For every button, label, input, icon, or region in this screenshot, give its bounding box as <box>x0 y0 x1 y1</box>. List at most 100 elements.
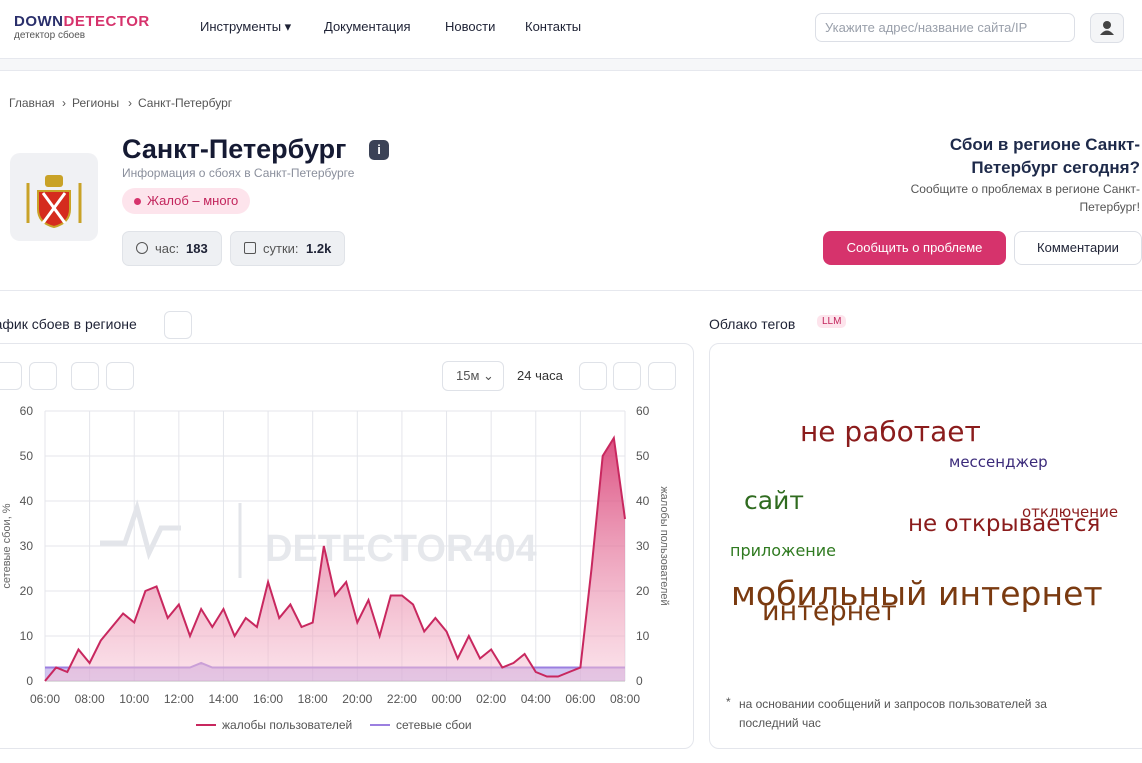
note: на основании сообщений и запросов пользо… <box>739 697 1047 730</box>
region-title: Санкт-Петербург <box>122 134 347 164</box>
clock-icon <box>136 242 148 254</box>
stat-value: 183 <box>186 241 208 256</box>
nav-text: Инструменты <box>200 19 282 34</box>
coat-icon <box>26 175 82 229</box>
next-button[interactable] <box>648 362 676 390</box>
cta-text: Сообщите о проблемах в регионе Санкт-Пет… <box>910 182 1140 214</box>
stat-label: сутки: <box>263 241 299 256</box>
prev-button[interactable] <box>579 362 607 390</box>
x-tick-label: 20:00 <box>342 692 372 706</box>
area <box>45 438 625 681</box>
user-button[interactable] <box>1090 13 1124 43</box>
legend-label: сетевые сбои <box>396 718 472 732</box>
x-tick-label: 18:00 <box>298 692 328 706</box>
tag[interactable]: мессенджер <box>949 453 1048 471</box>
line <box>44 435 626 682</box>
nav-item[interactable]: Новости <box>445 19 496 34</box>
y2-tick-label: 30 <box>636 539 650 553</box>
header-band <box>0 59 1142 71</box>
tool-chart[interactable] <box>71 362 99 390</box>
y2-tick-label: 20 <box>636 584 650 598</box>
info-button[interactable]: i <box>369 140 389 160</box>
badge: Жалоб – много <box>122 188 251 214</box>
report-button[interactable]: Сообщить о проблеме <box>823 231 1006 265</box>
tag[interactable]: мобильный интернет <box>731 574 1103 613</box>
search-box[interactable]: Укажите адрес/название сайта/IP <box>815 13 1075 42</box>
y-tick-label: 40 <box>20 494 34 508</box>
breadcrumb: Санкт-Петербург <box>138 96 233 110</box>
llm-badge: LLM <box>817 315 847 328</box>
y-tick-label: 50 <box>20 449 34 463</box>
nav-item[interactable]: Инструменты ▾ <box>200 19 292 34</box>
y-tick-label: 20 <box>20 584 34 598</box>
user-icon <box>1100 21 1114 35</box>
comments-button[interactable]: Комментарии <box>1014 231 1142 265</box>
x-tick-label: 04:00 <box>521 692 551 706</box>
watermark: DETECTOR404 <box>265 528 537 570</box>
breadcrumb[interactable]: Главная <box>9 96 55 110</box>
stat-hour: час: 183 <box>122 231 222 266</box>
tag[interactable]: приложение <box>730 541 836 560</box>
tag[interactable]: не работает <box>800 415 981 448</box>
tool-db[interactable] <box>29 362 57 390</box>
breadcrumb[interactable]: Регионы <box>72 96 120 110</box>
nav-item[interactable]: Документация <box>324 19 411 34</box>
y-axis-label: сетевые сбои, % <box>1 503 13 588</box>
stat-label: час: <box>155 241 180 256</box>
logo[interactable]: DOWNDETECTOR <box>14 13 150 30</box>
breadcrumb-sep: › <box>128 96 132 110</box>
tag[interactable]: сайт <box>744 486 804 515</box>
x-tick-label: 00:00 <box>432 692 462 706</box>
tool-user[interactable] <box>106 362 134 390</box>
range-text[interactable]: 24 часа <box>517 368 563 383</box>
stat-day: сутки: 1.2k <box>230 231 345 266</box>
watermark-icon <box>100 499 181 561</box>
tool-camera[interactable] <box>0 362 22 390</box>
y2-tick-label: 60 <box>636 404 650 418</box>
divider <box>0 290 1142 291</box>
cta-title: Сбои в регионе Санкт-Петербург сегодня? <box>949 135 1140 177</box>
tag[interactable]: интернет <box>762 596 897 627</box>
x-tick-label: 12:00 <box>164 692 194 706</box>
x-tick-label: 06:00 <box>565 692 595 706</box>
stat-value: 1.2k <box>306 241 332 256</box>
y-tick-label: 30 <box>20 539 34 553</box>
interval-select[interactable]: 15м ⌄ <box>442 361 504 391</box>
badge-dot <box>134 198 141 205</box>
interval-text: 15м <box>456 368 480 383</box>
y2-tick-label: 40 <box>636 494 650 508</box>
x-tick-label: 14:00 <box>208 692 238 706</box>
tag-cloud-title: Облако тегов <box>709 316 796 332</box>
x-tick-label: 06:00 <box>30 692 60 706</box>
header <box>0 0 1142 59</box>
calendar-icon <box>244 242 256 254</box>
chart-panel-title: График сбоев в регионе <box>0 316 137 332</box>
region-subtitle: Информация о сбоях в Санкт-Петербурге <box>122 166 355 180</box>
y-tick-label: 0 <box>26 674 33 688</box>
y2-tick-label: 10 <box>636 629 650 643</box>
y2-axis-label: жалобы пользователей <box>658 486 670 605</box>
search-placeholder: Укажите адрес/название сайта/IP <box>825 20 1028 35</box>
y-tick-label: 60 <box>20 404 34 418</box>
calendar-button[interactable] <box>613 362 641 390</box>
logo-a: DOWN <box>14 13 64 30</box>
nav-item[interactable]: Контакты <box>525 19 582 34</box>
chart: DETECTOR404 0 10 20 30 40 50 60 0 10 20 30 40 50 60 се… <box>1 404 670 732</box>
x-tick-label: 08:00 <box>75 692 105 706</box>
x-tick-label: 22:00 <box>387 692 417 706</box>
x-tick-label: 02:00 <box>476 692 506 706</box>
note-star: * <box>726 695 731 709</box>
coat-of-arms <box>10 153 98 241</box>
x-tick-label: 16:00 <box>253 692 283 706</box>
tag[interactable]: не открывается <box>908 511 1101 537</box>
tag-cloud-card <box>709 343 1142 749</box>
logo-sub: детектор сбоев <box>14 30 86 41</box>
chart-info-button[interactable] <box>164 311 192 339</box>
tag[interactable]: отключение <box>1022 503 1119 521</box>
y2-tick-label: 0 <box>636 674 643 688</box>
y-tick-label: 10 <box>20 629 34 643</box>
y2-tick-label: 50 <box>636 449 650 463</box>
badge-text: Жалоб – много <box>147 193 239 208</box>
